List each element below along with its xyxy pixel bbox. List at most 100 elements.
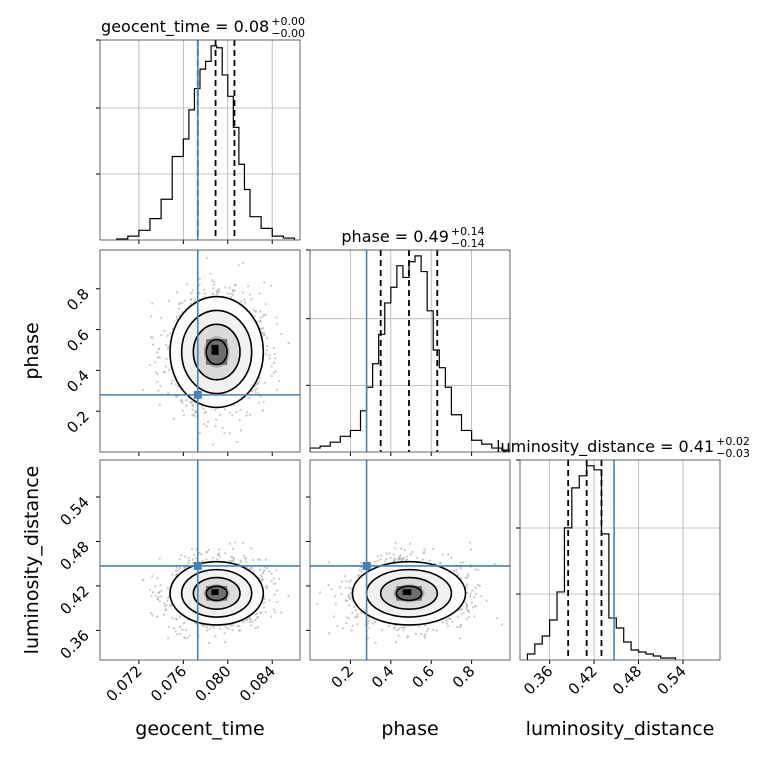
sample-point bbox=[203, 423, 206, 426]
sample-point bbox=[250, 547, 253, 550]
sample-point bbox=[272, 361, 276, 365]
truth-marker bbox=[362, 561, 371, 570]
sample-point bbox=[176, 633, 179, 636]
sample-point bbox=[151, 343, 155, 346]
sample-point bbox=[256, 382, 259, 386]
sample-point bbox=[231, 629, 234, 632]
sample-point bbox=[205, 256, 208, 260]
sample-point bbox=[245, 414, 248, 417]
sample-point bbox=[447, 553, 450, 556]
sample-point bbox=[465, 617, 468, 620]
sample-point bbox=[385, 552, 388, 555]
sample-point bbox=[432, 547, 435, 550]
sample-point bbox=[263, 381, 266, 384]
sample-point bbox=[349, 579, 353, 582]
sample-point bbox=[212, 556, 215, 559]
sample-point bbox=[399, 626, 403, 629]
sample-point bbox=[231, 547, 235, 550]
sample-point bbox=[176, 385, 179, 388]
sample-point bbox=[231, 288, 234, 292]
sample-point bbox=[338, 586, 341, 589]
sample-point bbox=[198, 552, 201, 555]
sample-point bbox=[414, 632, 417, 635]
sample-point bbox=[406, 636, 410, 639]
sample-point bbox=[178, 625, 182, 629]
sample-point bbox=[264, 611, 267, 614]
sample-point bbox=[154, 594, 158, 597]
sample-point bbox=[213, 281, 216, 284]
sample-point bbox=[176, 569, 179, 572]
sample-point bbox=[467, 574, 470, 578]
sample-point bbox=[268, 357, 271, 360]
sample-point bbox=[239, 559, 242, 562]
sample-point bbox=[458, 637, 462, 640]
sample-point bbox=[409, 542, 412, 545]
sample-point bbox=[345, 616, 348, 619]
panel-content bbox=[100, 460, 300, 660]
sample-point bbox=[493, 562, 496, 566]
sample-point bbox=[181, 401, 184, 404]
sample-point bbox=[141, 389, 145, 392]
panel-content bbox=[310, 460, 510, 660]
sample-point bbox=[205, 558, 208, 561]
title-lower-error: −0.14 bbox=[451, 237, 485, 250]
sample-point bbox=[204, 410, 207, 414]
sample-point bbox=[156, 598, 159, 601]
sample-point bbox=[274, 370, 277, 373]
sample-point bbox=[272, 371, 276, 375]
sample-point bbox=[272, 577, 276, 580]
sample-point bbox=[275, 316, 278, 319]
sample-point bbox=[385, 558, 388, 561]
sample-point bbox=[213, 283, 216, 287]
sample-point bbox=[198, 431, 201, 435]
sample-point bbox=[185, 283, 189, 286]
sample-point bbox=[432, 628, 435, 631]
sample-point bbox=[439, 561, 442, 564]
sample-point bbox=[231, 556, 234, 559]
sample-point bbox=[416, 556, 419, 560]
sample-point bbox=[214, 635, 217, 638]
sample-point bbox=[228, 286, 231, 290]
sample-point bbox=[183, 555, 187, 558]
y-tick-label: 0.4 bbox=[63, 366, 93, 396]
sample-point bbox=[233, 289, 236, 292]
sample-point bbox=[466, 583, 469, 586]
sample-point bbox=[219, 413, 222, 417]
sample-point bbox=[451, 620, 454, 623]
sample-point bbox=[474, 568, 477, 571]
sample-point bbox=[250, 566, 253, 570]
sample-point bbox=[469, 592, 472, 595]
sample-point bbox=[356, 615, 359, 618]
sample-point bbox=[254, 613, 257, 616]
sample-point bbox=[165, 357, 168, 360]
sample-point bbox=[397, 556, 401, 559]
sample-point bbox=[250, 298, 253, 301]
sample-point bbox=[262, 334, 265, 337]
density-peak bbox=[211, 344, 219, 355]
sample-point bbox=[274, 611, 277, 614]
sample-point bbox=[156, 577, 159, 580]
sample-point bbox=[393, 626, 396, 629]
panel-content bbox=[100, 250, 300, 452]
sample-point bbox=[215, 418, 218, 421]
sample-point bbox=[476, 568, 479, 571]
sample-point bbox=[470, 601, 473, 604]
sample-point bbox=[424, 633, 427, 636]
sample-point bbox=[177, 307, 181, 310]
sample-point bbox=[420, 632, 423, 636]
sample-point bbox=[455, 568, 458, 571]
x-axis-label-luminosity_distance: luminosity_distance bbox=[526, 718, 715, 740]
sample-point bbox=[174, 383, 178, 386]
sample-point bbox=[262, 331, 266, 335]
sample-point bbox=[268, 570, 271, 573]
sample-point bbox=[236, 440, 239, 443]
sample-point bbox=[270, 572, 273, 575]
x-tick-label: 0.2 bbox=[328, 662, 358, 692]
sample-point bbox=[255, 387, 258, 390]
sample-point bbox=[274, 582, 277, 585]
contour-line bbox=[395, 585, 423, 602]
sample-point bbox=[223, 641, 227, 644]
sample-point bbox=[157, 591, 160, 595]
sample-point bbox=[162, 613, 165, 616]
